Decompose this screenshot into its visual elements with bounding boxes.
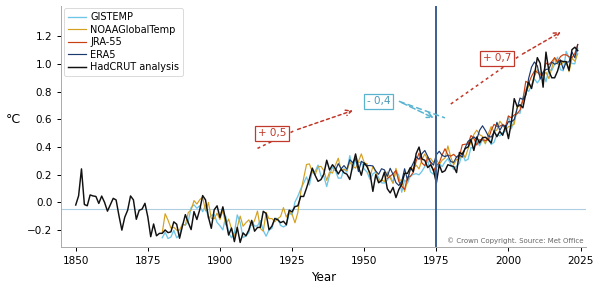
ERA5 (332, 169, 339, 172)
HadCRUT analysis (447, 164, 454, 168)
Line: GISTEMP: GISTEMP (162, 48, 578, 239)
Line: JRA-55: JRA-55 (387, 44, 578, 189)
NOAAGlobalTemp (548, 66, 556, 70)
Legend: GISTEMP, NOAAGlobalTemp, JRA-55, ERA5, HadCRUT analysis: GISTEMP, NOAAGlobalTemp, JRA-55, ERA5, H… (64, 8, 184, 76)
HadCRUT analysis (113, 198, 120, 202)
GISTEMP (548, 69, 556, 72)
NOAAGlobalTemp (179, 222, 186, 226)
NOAAGlobalTemp (161, 212, 169, 215)
JRA-55 (574, 43, 581, 46)
Y-axis label: °C: °C (5, 113, 20, 126)
HadCRUT analysis (499, 133, 506, 137)
HadCRUT analysis (72, 203, 79, 207)
NOAAGlobalTemp (158, 231, 166, 234)
GISTEMP (164, 237, 172, 240)
JRA-55 (401, 188, 408, 191)
Line: NOAAGlobalTemp: NOAAGlobalTemp (162, 54, 578, 236)
ERA5 (574, 43, 581, 46)
Line: HadCRUT analysis: HadCRUT analysis (76, 47, 578, 242)
GISTEMP (574, 47, 581, 50)
Line: ERA5: ERA5 (335, 45, 578, 186)
ERA5 (372, 169, 379, 173)
GISTEMP (488, 143, 495, 146)
Text: © Crown Copyright. Source: Met Office: © Crown Copyright. Source: Met Office (447, 238, 584, 244)
JRA-55 (531, 69, 538, 73)
NOAAGlobalTemp (574, 52, 581, 56)
ERA5 (456, 153, 463, 156)
GISTEMP (161, 231, 169, 234)
GISTEMP (476, 144, 483, 148)
GISTEMP (182, 223, 189, 227)
HadCRUT analysis (236, 241, 244, 244)
ERA5 (418, 152, 425, 155)
ERA5 (410, 161, 417, 165)
ERA5 (407, 167, 414, 171)
JRA-55 (464, 142, 472, 146)
NOAAGlobalTemp (488, 125, 495, 128)
HadCRUT analysis (251, 229, 258, 233)
NOAAGlobalTemp (231, 235, 238, 238)
NOAAGlobalTemp (401, 190, 408, 193)
JRA-55 (563, 53, 570, 57)
ERA5 (395, 184, 403, 187)
GISTEMP (158, 236, 166, 240)
HadCRUT analysis (571, 46, 578, 49)
JRA-55 (410, 171, 417, 174)
JRA-55 (473, 143, 481, 147)
HadCRUT analysis (404, 172, 411, 175)
X-axis label: Year: Year (311, 271, 337, 284)
NOAAGlobalTemp (476, 133, 483, 136)
Text: - 0,4: - 0,4 (367, 96, 391, 106)
JRA-55 (383, 177, 391, 180)
HadCRUT analysis (574, 49, 581, 52)
Text: + 0,5: + 0,5 (258, 128, 286, 138)
Text: + 0,7: + 0,7 (483, 53, 511, 63)
HadCRUT analysis (217, 216, 224, 219)
JRA-55 (415, 151, 422, 155)
ERA5 (563, 61, 570, 64)
GISTEMP (401, 178, 408, 182)
